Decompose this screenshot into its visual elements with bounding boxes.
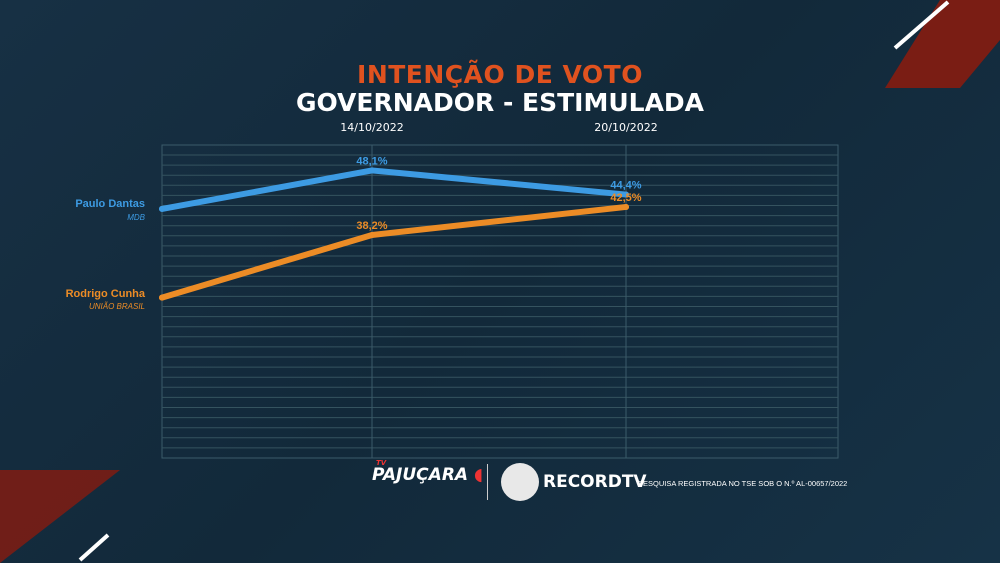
data-point <box>623 191 629 198</box>
series-party-rodrigo: UNIÃO BRASIL <box>88 302 145 311</box>
series-line-1 <box>159 203 629 301</box>
data-point <box>623 203 629 210</box>
series-name-paulo: Paulo Dantas <box>75 198 145 210</box>
data-label: 38,2% <box>356 220 387 232</box>
data-point <box>159 294 165 301</box>
x-tick-label: 14/10/2022 <box>340 121 404 134</box>
series-party-paulo: MDB <box>127 213 145 222</box>
registration-note: PESQUISA REGISTRADA NO TSE SOB O N.º AL-… <box>638 479 848 488</box>
series-name-rodrigo: Rodrigo Cunha <box>65 288 145 300</box>
chart-subtitle: GOVERNADOR - ESTIMULADA <box>295 88 705 117</box>
logo-divider <box>487 464 488 500</box>
data-point <box>369 167 375 174</box>
record-logo-icon <box>501 463 539 501</box>
data-label: 44,4% <box>610 180 641 192</box>
data-label: 48,1% <box>356 155 387 167</box>
data-point <box>159 205 165 212</box>
chart-title: INTENÇÃO DE VOTO <box>357 60 643 89</box>
data-label: 42,5% <box>610 192 641 204</box>
recordtv-logo: RECORDTV <box>543 472 647 492</box>
x-tick-label: 20/10/2022 <box>594 121 658 134</box>
series-line-0 <box>159 167 629 212</box>
plot-frame <box>161 144 839 459</box>
data-point <box>369 231 375 238</box>
tv-pajucara-logo: TV PAJUÇARA ◖ <box>372 459 483 485</box>
